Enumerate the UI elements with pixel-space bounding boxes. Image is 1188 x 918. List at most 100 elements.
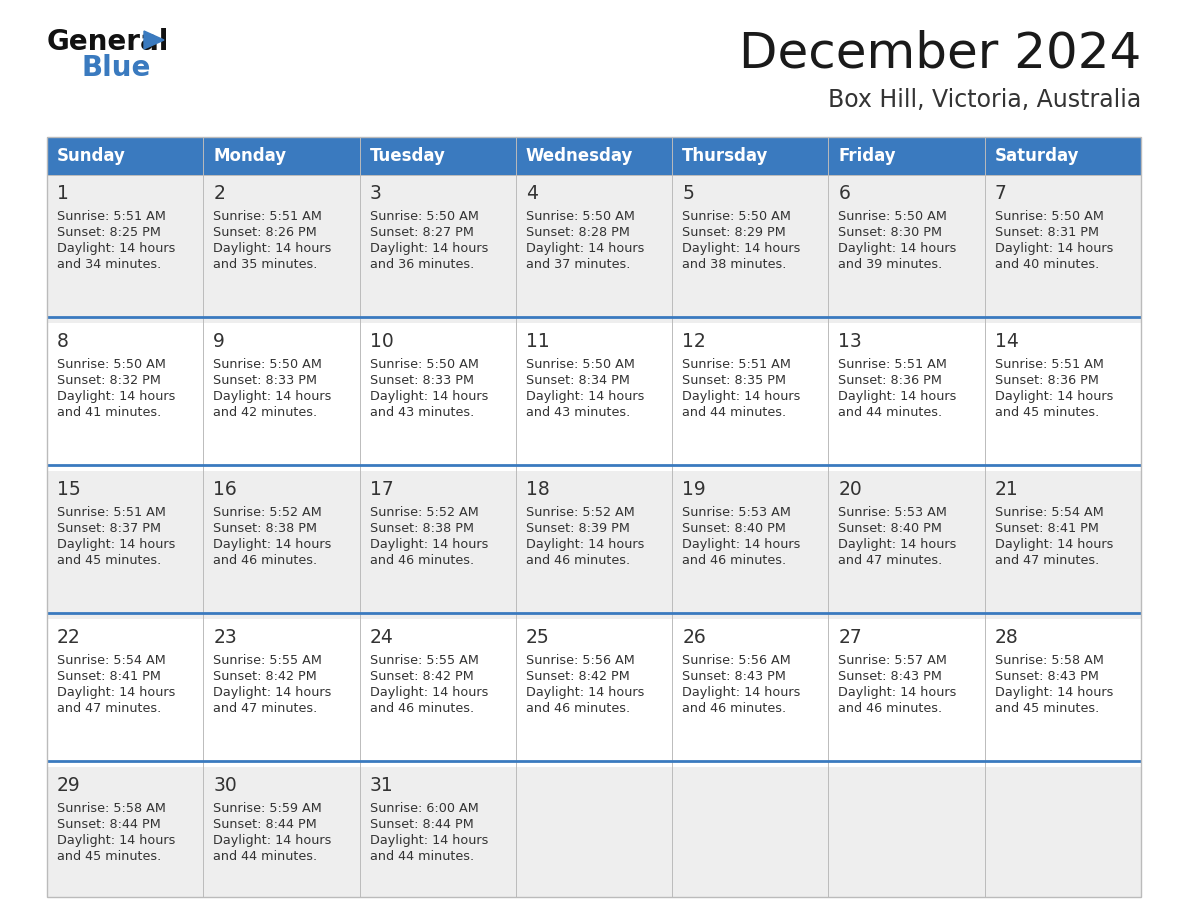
Bar: [48, 471, 203, 619]
Text: and 46 minutes.: and 46 minutes.: [682, 702, 786, 715]
Bar: [48, 137, 1140, 897]
Text: Sunset: 8:27 PM: Sunset: 8:27 PM: [369, 226, 474, 239]
Text: Sunset: 8:25 PM: Sunset: 8:25 PM: [57, 226, 160, 239]
Text: Sunset: 8:31 PM: Sunset: 8:31 PM: [994, 226, 1099, 239]
Text: 26: 26: [682, 628, 706, 647]
Text: 2: 2: [214, 184, 226, 203]
Text: Sunrise: 5:50 AM: Sunrise: 5:50 AM: [369, 358, 479, 371]
Text: and 37 minutes.: and 37 minutes.: [526, 258, 630, 271]
Text: and 47 minutes.: and 47 minutes.: [214, 702, 317, 715]
Bar: [985, 619, 1140, 767]
Text: Sunset: 8:29 PM: Sunset: 8:29 PM: [682, 226, 786, 239]
Bar: [203, 471, 360, 619]
Text: Sunrise: 5:51 AM: Sunrise: 5:51 AM: [57, 506, 166, 519]
Text: Sunset: 8:40 PM: Sunset: 8:40 PM: [682, 522, 786, 535]
Bar: [360, 767, 516, 897]
Bar: [672, 471, 828, 619]
Text: and 46 minutes.: and 46 minutes.: [682, 554, 786, 567]
Text: 29: 29: [57, 776, 81, 795]
Text: Sunset: 8:44 PM: Sunset: 8:44 PM: [214, 818, 317, 831]
Text: and 46 minutes.: and 46 minutes.: [369, 554, 474, 567]
Text: Daylight: 14 hours: Daylight: 14 hours: [994, 686, 1113, 699]
Text: and 45 minutes.: and 45 minutes.: [57, 554, 162, 567]
Text: 5: 5: [682, 184, 694, 203]
Text: Sunset: 8:38 PM: Sunset: 8:38 PM: [369, 522, 474, 535]
Text: and 38 minutes.: and 38 minutes.: [682, 258, 786, 271]
Text: Sunrise: 5:56 AM: Sunrise: 5:56 AM: [526, 654, 634, 667]
Text: Daylight: 14 hours: Daylight: 14 hours: [57, 390, 176, 403]
Text: Sunset: 8:36 PM: Sunset: 8:36 PM: [839, 374, 942, 387]
Bar: [672, 137, 828, 175]
Text: Sunset: 8:30 PM: Sunset: 8:30 PM: [839, 226, 942, 239]
Text: Thursday: Thursday: [682, 147, 769, 165]
Bar: [828, 323, 985, 471]
Text: Blue: Blue: [82, 54, 151, 82]
Polygon shape: [144, 31, 164, 49]
Bar: [360, 323, 516, 471]
Bar: [203, 175, 360, 323]
Text: Daylight: 14 hours: Daylight: 14 hours: [369, 686, 488, 699]
Text: 10: 10: [369, 332, 393, 351]
Text: Sunset: 8:33 PM: Sunset: 8:33 PM: [369, 374, 474, 387]
Text: Monday: Monday: [214, 147, 286, 165]
Text: Sunrise: 5:52 AM: Sunrise: 5:52 AM: [214, 506, 322, 519]
Text: and 46 minutes.: and 46 minutes.: [526, 702, 630, 715]
Text: Sunrise: 5:50 AM: Sunrise: 5:50 AM: [526, 358, 634, 371]
Text: and 47 minutes.: and 47 minutes.: [57, 702, 162, 715]
Text: 30: 30: [214, 776, 238, 795]
Text: Sunset: 8:43 PM: Sunset: 8:43 PM: [994, 670, 1099, 683]
Text: 13: 13: [839, 332, 862, 351]
Text: Sunday: Sunday: [57, 147, 126, 165]
Bar: [985, 471, 1140, 619]
Text: Daylight: 14 hours: Daylight: 14 hours: [214, 538, 331, 551]
Text: and 43 minutes.: and 43 minutes.: [369, 406, 474, 419]
Text: General: General: [48, 28, 170, 56]
Text: and 44 minutes.: and 44 minutes.: [369, 850, 474, 863]
Text: Sunrise: 5:50 AM: Sunrise: 5:50 AM: [526, 210, 634, 223]
Text: 7: 7: [994, 184, 1006, 203]
Text: Daylight: 14 hours: Daylight: 14 hours: [839, 242, 956, 255]
Bar: [48, 137, 203, 175]
Text: Daylight: 14 hours: Daylight: 14 hours: [57, 686, 176, 699]
Text: and 42 minutes.: and 42 minutes.: [214, 406, 317, 419]
Text: Daylight: 14 hours: Daylight: 14 hours: [839, 390, 956, 403]
Text: 11: 11: [526, 332, 550, 351]
Bar: [360, 137, 516, 175]
Text: and 45 minutes.: and 45 minutes.: [994, 406, 1099, 419]
Text: Sunrise: 5:55 AM: Sunrise: 5:55 AM: [214, 654, 322, 667]
Text: Sunrise: 5:56 AM: Sunrise: 5:56 AM: [682, 654, 791, 667]
Bar: [985, 323, 1140, 471]
Text: Sunset: 8:41 PM: Sunset: 8:41 PM: [57, 670, 160, 683]
Text: and 34 minutes.: and 34 minutes.: [57, 258, 162, 271]
Text: and 46 minutes.: and 46 minutes.: [839, 702, 942, 715]
Text: and 35 minutes.: and 35 minutes.: [214, 258, 317, 271]
Text: Sunset: 8:37 PM: Sunset: 8:37 PM: [57, 522, 162, 535]
Text: Sunset: 8:43 PM: Sunset: 8:43 PM: [682, 670, 786, 683]
Text: Daylight: 14 hours: Daylight: 14 hours: [994, 538, 1113, 551]
Text: 4: 4: [526, 184, 538, 203]
Text: 25: 25: [526, 628, 550, 647]
Text: 1: 1: [57, 184, 69, 203]
Text: 9: 9: [214, 332, 226, 351]
Bar: [48, 175, 203, 323]
Text: Sunrise: 5:50 AM: Sunrise: 5:50 AM: [839, 210, 947, 223]
Text: Saturday: Saturday: [994, 147, 1079, 165]
Text: Daylight: 14 hours: Daylight: 14 hours: [369, 242, 488, 255]
Text: and 44 minutes.: and 44 minutes.: [839, 406, 942, 419]
Text: Daylight: 14 hours: Daylight: 14 hours: [57, 242, 176, 255]
Text: and 39 minutes.: and 39 minutes.: [839, 258, 943, 271]
Text: 15: 15: [57, 480, 81, 499]
Bar: [828, 767, 985, 897]
Text: 18: 18: [526, 480, 550, 499]
Text: Tuesday: Tuesday: [369, 147, 446, 165]
Bar: [985, 175, 1140, 323]
Bar: [360, 471, 516, 619]
Text: 19: 19: [682, 480, 706, 499]
Text: and 47 minutes.: and 47 minutes.: [839, 554, 943, 567]
Text: Sunrise: 5:55 AM: Sunrise: 5:55 AM: [369, 654, 479, 667]
Text: Daylight: 14 hours: Daylight: 14 hours: [214, 686, 331, 699]
Text: Sunset: 8:33 PM: Sunset: 8:33 PM: [214, 374, 317, 387]
Bar: [672, 767, 828, 897]
Text: and 45 minutes.: and 45 minutes.: [994, 702, 1099, 715]
Text: Sunrise: 5:51 AM: Sunrise: 5:51 AM: [682, 358, 791, 371]
